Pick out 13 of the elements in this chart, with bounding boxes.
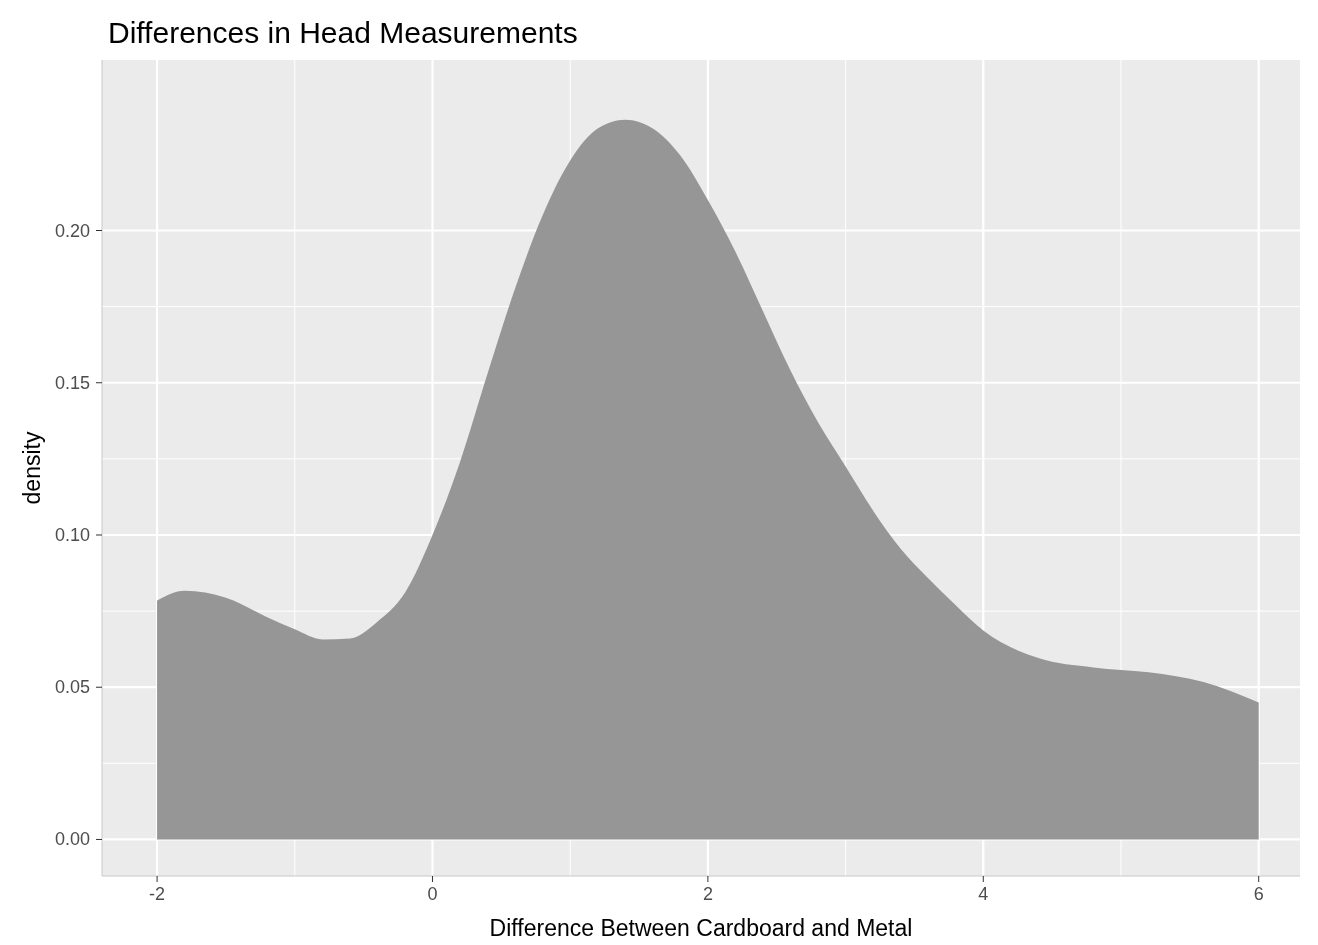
x-axis-title: Difference Between Cardboard and Metal: [489, 915, 913, 941]
x-tick-label: -2: [149, 884, 166, 904]
x-tick-label: 6: [1253, 884, 1264, 904]
x-tick-label: 4: [978, 884, 989, 904]
y-tick-label: 0.10: [54, 524, 90, 545]
y-tick-label: 0.05: [54, 677, 90, 698]
x-tick-label: 0: [427, 884, 438, 904]
y-tick-label: 0.20: [54, 220, 90, 241]
y-axis-title: density: [19, 431, 46, 505]
x-tick-label: 2: [702, 884, 713, 904]
chart-title: Differences in Head Measurements: [108, 16, 578, 50]
y-tick-label: 0.00: [54, 829, 90, 850]
y-tick-label: 0.15: [54, 372, 90, 393]
